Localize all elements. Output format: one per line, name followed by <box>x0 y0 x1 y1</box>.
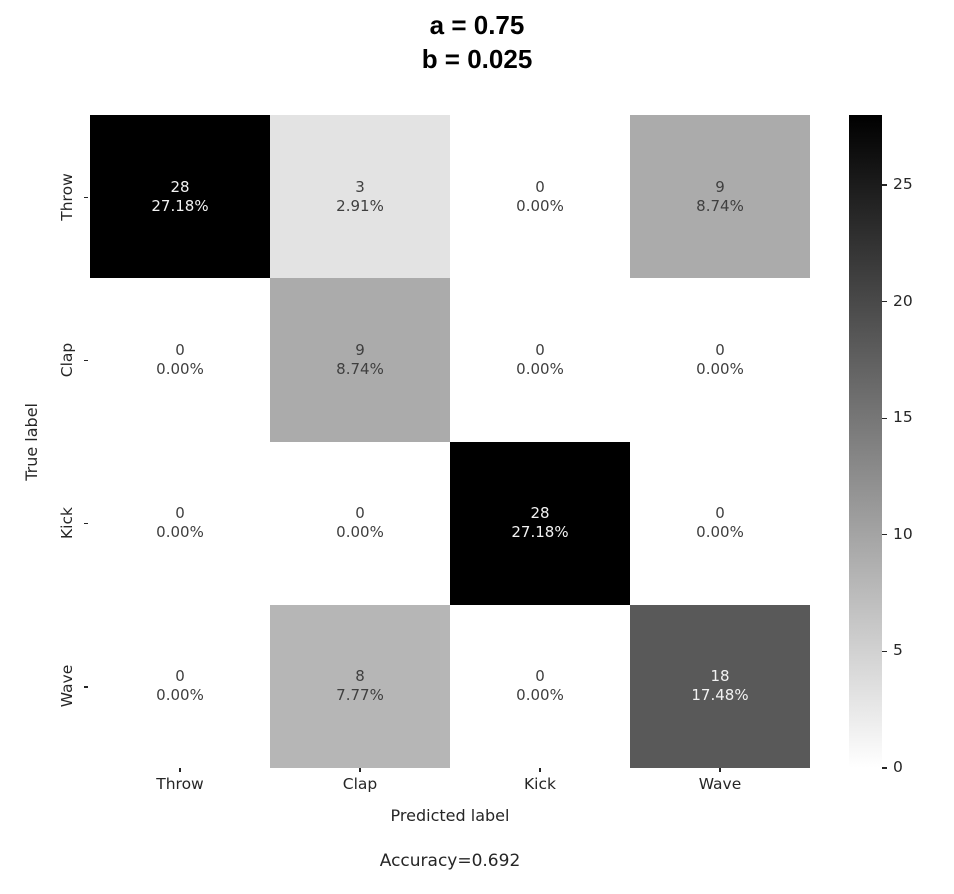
x-tick: Kick <box>450 768 630 793</box>
y-tick: Kick <box>40 442 88 605</box>
x-tick: Throw <box>90 768 270 793</box>
y-axis-ticks: Throw Clap Kick Wave <box>40 115 88 768</box>
cell-count: 0 <box>355 504 365 523</box>
tick-mark <box>882 184 887 186</box>
cell-percent: 0.00% <box>156 523 204 542</box>
heatmap-cell: 8 7.77% <box>270 604 450 768</box>
tick-mark <box>84 196 88 198</box>
cell-count: 9 <box>355 340 365 359</box>
x-axis-ticks: Throw Clap Kick Wave <box>90 768 810 793</box>
heatmap-cell: 3 2.91% <box>270 115 450 279</box>
heatmap-cell: 0 0.00% <box>270 441 450 605</box>
cell-count: 8 <box>355 667 365 686</box>
cell-percent: 27.18% <box>511 523 569 542</box>
cell-percent: 0.00% <box>516 196 564 215</box>
cell-count: 0 <box>715 340 725 359</box>
heatmap-cell: 0 0.00% <box>450 115 630 279</box>
cell-count: 3 <box>355 177 365 196</box>
heatmap-cell: 28 27.18% <box>450 441 630 605</box>
cell-percent: 0.00% <box>516 359 564 378</box>
heatmap-cell: 0 0.00% <box>90 278 270 442</box>
x-tick-label: Throw <box>156 775 204 793</box>
cell-percent: 0.00% <box>696 523 744 542</box>
cell-percent: 8.74% <box>696 196 744 215</box>
cell-percent: 0.00% <box>336 523 384 542</box>
cell-count: 28 <box>170 177 190 196</box>
cell-percent: 17.48% <box>691 686 749 705</box>
heatmap-cell: 0 0.00% <box>450 604 630 768</box>
tick-mark <box>84 523 88 525</box>
accuracy-text: Accuracy=0.692 <box>379 851 521 871</box>
heatmap-cell: 0 0.00% <box>630 278 810 442</box>
tick-mark <box>882 417 887 419</box>
colorbar-ticks: 25 20 15 10 5 0 <box>849 115 949 775</box>
tick-mark <box>882 650 887 652</box>
x-tick-label: Clap <box>342 775 378 793</box>
cell-count: 9 <box>715 177 725 196</box>
heatmap-cell: 9 8.74% <box>630 115 810 279</box>
y-axis-label: True label <box>21 402 41 481</box>
cell-percent: 0.00% <box>696 359 744 378</box>
cell-percent: 27.18% <box>151 196 209 215</box>
cell-percent: 7.77% <box>336 686 384 705</box>
cell-percent: 0.00% <box>156 359 204 378</box>
heatmap-cell: 28 27.18% <box>90 115 270 279</box>
cell-count: 0 <box>175 667 185 686</box>
cell-count: 0 <box>715 504 725 523</box>
y-tick: Clap <box>40 278 88 441</box>
y-tick-label: Wave <box>58 665 76 708</box>
title-line-a: a = 0.75 <box>429 10 525 40</box>
heatmap-cell: 0 0.00% <box>90 441 270 605</box>
title-line-b: b = 0.025 <box>421 44 533 74</box>
tick-mark <box>84 686 88 688</box>
heatmap-cell: 0 0.00% <box>630 441 810 605</box>
tick-mark <box>179 768 181 772</box>
cell-count: 0 <box>175 340 185 359</box>
chart-title: a = 0.75 b = 0.025 <box>0 8 954 76</box>
heatmap-grid: 28 27.18% 3 2.91% 0 0.00% 9 8.74% 0 0.00% 9 8.74% 0 0… <box>90 115 810 768</box>
cell-percent: 0.00% <box>516 686 564 705</box>
cell-percent: 0.00% <box>156 686 204 705</box>
x-axis-label: Predicted label <box>390 806 510 825</box>
cell-count: 28 <box>530 504 550 523</box>
cell-count: 0 <box>535 177 545 196</box>
colorbar <box>849 115 882 768</box>
y-tick-label: Throw <box>58 172 76 221</box>
heatmap-cell: 18 17.48% <box>630 604 810 768</box>
y-tick-label: Kick <box>58 507 76 540</box>
cell-count: 0 <box>535 340 545 359</box>
x-tick: Clap <box>270 768 450 793</box>
x-tick: Wave <box>630 768 810 793</box>
tick-mark <box>359 768 361 772</box>
y-tick: Wave <box>40 605 88 768</box>
y-tick: Throw <box>40 115 88 278</box>
tick-mark <box>882 300 887 303</box>
tick-mark <box>882 534 887 536</box>
cell-count: 0 <box>175 504 185 523</box>
heatmap-cell: 0 0.00% <box>90 604 270 768</box>
cell-count: 18 <box>710 667 730 686</box>
x-tick-label: Wave <box>698 775 742 793</box>
tick-mark <box>882 767 887 769</box>
cell-percent: 2.91% <box>336 196 384 215</box>
x-tick-label: Kick <box>524 775 556 793</box>
tick-mark <box>539 768 541 772</box>
cell-percent: 8.74% <box>336 359 384 378</box>
heatmap-cell: 9 8.74% <box>270 278 450 442</box>
cell-count: 0 <box>535 667 545 686</box>
tick-mark <box>719 768 721 772</box>
y-tick-label: Clap <box>58 342 76 378</box>
heatmap-cell: 0 0.00% <box>450 278 630 442</box>
tick-mark <box>84 359 88 362</box>
